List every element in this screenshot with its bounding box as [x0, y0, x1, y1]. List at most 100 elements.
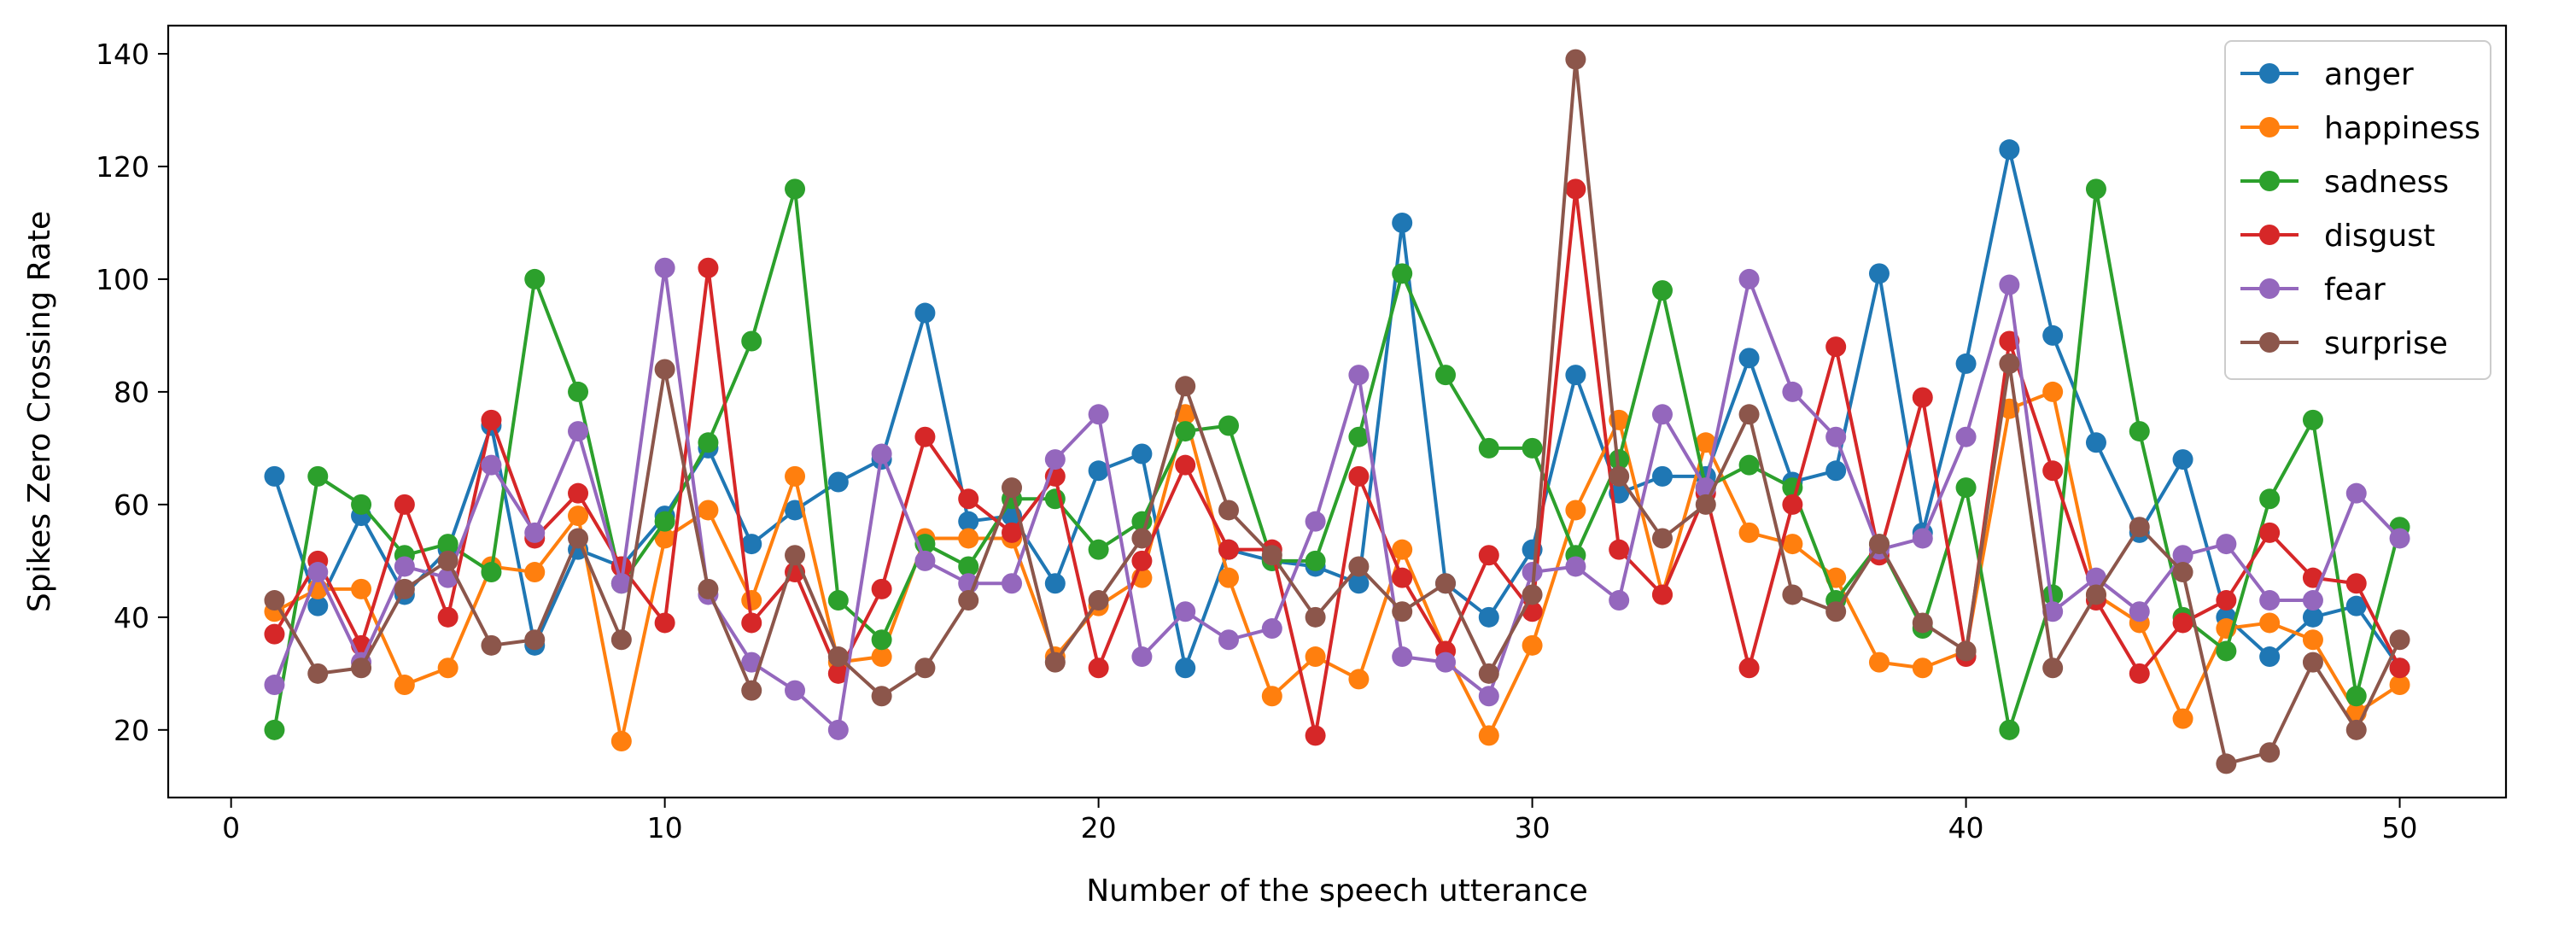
data-point-surprise	[1088, 590, 1109, 611]
data-point-surprise	[1912, 612, 1933, 634]
data-point-fear	[2129, 601, 2150, 622]
data-point-surprise	[741, 680, 762, 701]
data-point-fear	[307, 562, 329, 583]
data-point-disgust	[2389, 657, 2410, 679]
y-tick-label: 140	[96, 38, 149, 71]
data-point-fear	[1609, 590, 1630, 611]
data-point-happiness	[1565, 500, 1586, 521]
data-point-happiness	[394, 675, 415, 696]
data-point-disgust	[2216, 590, 2237, 611]
data-point-surprise	[1434, 573, 1456, 594]
data-point-fear	[1478, 686, 1499, 707]
data-point-fear	[1392, 646, 1413, 668]
data-point-disgust	[481, 409, 502, 430]
data-point-sadness	[524, 268, 546, 289]
data-point-surprise	[1131, 528, 1153, 549]
legend-swatch-marker	[2259, 278, 2280, 299]
data-point-disgust	[1088, 657, 1109, 679]
data-point-fear	[524, 522, 546, 543]
legend-label: anger	[2324, 57, 2414, 92]
data-point-anger	[1999, 139, 2020, 161]
data-point-happiness	[437, 657, 459, 679]
data-point-fear	[2172, 545, 2193, 566]
data-point-fear	[1955, 426, 1977, 447]
data-point-fear	[2259, 590, 2281, 611]
data-point-disgust	[827, 663, 849, 684]
data-point-anger	[264, 465, 285, 487]
data-point-disgust	[1565, 178, 1586, 200]
series-layer	[264, 49, 2410, 774]
data-point-disgust	[741, 612, 762, 634]
data-point-fear	[1261, 618, 1282, 640]
data-point-happiness	[1738, 522, 1760, 543]
data-point-surprise	[2302, 652, 2323, 673]
data-point-surprise	[1522, 584, 1543, 605]
data-point-sadness	[2216, 640, 2237, 662]
data-point-happiness	[698, 500, 719, 521]
legend-entry-fear: fear	[2240, 272, 2386, 307]
data-point-disgust	[437, 606, 459, 628]
data-point-sadness	[264, 719, 285, 740]
data-point-anger	[2042, 324, 2064, 346]
data-point-disgust	[1392, 567, 1413, 588]
data-point-surprise	[1565, 49, 1586, 70]
data-point-happiness	[1912, 657, 1933, 679]
data-point-disgust	[2302, 567, 2323, 588]
data-point-surprise	[437, 550, 459, 571]
data-point-sadness	[568, 381, 589, 402]
data-point-fear	[1305, 511, 1326, 532]
plot-frame	[166, 24, 2508, 799]
data-point-sadness	[1348, 426, 1370, 447]
legend: anger happiness sadness disgust fear surprise	[2224, 40, 2491, 380]
data-point-fear	[2042, 601, 2064, 622]
x-tick-label: 20	[1081, 811, 1117, 844]
y-tick-label: 80	[114, 376, 149, 409]
data-point-anger	[1175, 657, 1196, 679]
data-point-fear	[1651, 404, 1673, 425]
data-point-happiness	[1218, 567, 1240, 588]
data-point-surprise	[610, 629, 632, 651]
x-tick-label: 30	[1515, 811, 1551, 844]
plot-area	[168, 26, 2506, 798]
series-fear	[264, 257, 2410, 740]
data-point-surprise	[698, 578, 719, 599]
data-point-surprise	[654, 359, 675, 380]
data-point-sadness	[2259, 488, 2281, 510]
y-tick-label: 20	[114, 714, 149, 747]
data-point-sadness	[2085, 178, 2106, 200]
series-line-surprise	[272, 57, 2402, 766]
data-point-surprise	[1999, 353, 2020, 374]
data-point-disgust	[1348, 465, 1370, 487]
data-point-fear	[2345, 482, 2367, 504]
data-point-sadness	[481, 562, 502, 583]
data-point-surprise	[1955, 640, 1977, 662]
data-point-fear	[1912, 528, 1933, 549]
data-point-sadness	[1651, 280, 1673, 301]
data-point-anger	[1088, 460, 1109, 482]
data-point-sadness	[307, 465, 329, 487]
data-point-disgust	[1175, 454, 1196, 476]
legend-label: sadness	[2324, 165, 2449, 200]
data-point-happiness	[2042, 381, 2064, 402]
data-point-happiness	[1261, 686, 1282, 707]
data-point-disgust	[1478, 545, 1499, 566]
legend-entry-sadness: sadness	[2240, 165, 2449, 200]
data-point-fear	[1175, 601, 1196, 622]
data-point-anger	[2172, 449, 2193, 470]
data-point-disgust	[1218, 539, 1240, 560]
data-point-fear	[1434, 652, 1456, 673]
data-point-happiness	[351, 578, 372, 599]
data-point-fear	[654, 257, 675, 278]
data-point-sadness	[958, 556, 979, 577]
x-axis: 0 10 20 30 40 50	[222, 798, 2418, 844]
data-point-surprise	[264, 590, 285, 611]
data-point-anger	[1478, 606, 1499, 628]
data-point-surprise	[1782, 584, 1803, 605]
data-point-happiness	[610, 731, 632, 752]
data-point-surprise	[2085, 584, 2106, 605]
data-point-fear	[610, 573, 632, 594]
data-point-disgust	[914, 426, 936, 447]
data-point-anger	[827, 471, 849, 493]
data-point-surprise	[2216, 753, 2237, 774]
